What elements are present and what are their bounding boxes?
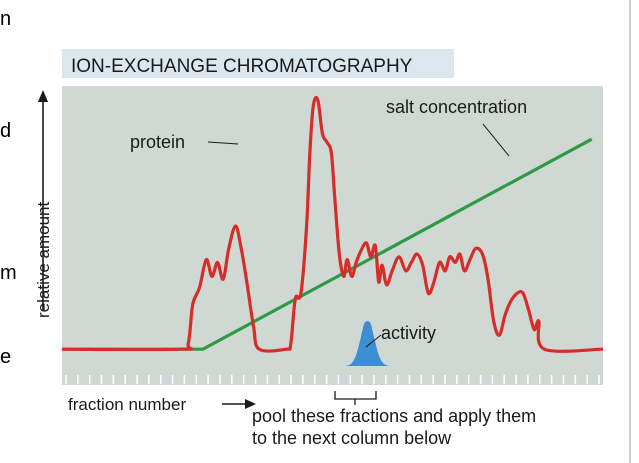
salt-label: salt concentration — [386, 97, 527, 117]
edge-fragment: m — [0, 262, 17, 284]
edge-fragment: e — [0, 346, 12, 368]
title-box — [62, 49, 454, 78]
edge-fragment: n — [0, 8, 12, 30]
edge-fragment: d — [0, 120, 12, 142]
pool-text-line-2: to the next column below — [252, 428, 452, 448]
protein-leader-line — [207, 141, 239, 145]
plot-background — [62, 86, 603, 385]
x-axis-arrow-head — [245, 399, 256, 409]
activity-peak — [346, 321, 389, 366]
y-axis-arrow-head — [38, 90, 48, 102]
pool-bracket — [334, 391, 377, 400]
protein-line — [61, 95, 604, 353]
protein-label: protein — [130, 132, 185, 152]
x-axis-label: fraction number — [68, 395, 186, 414]
fraction-ticks — [65, 375, 600, 384]
activity-label: activity — [381, 323, 436, 343]
activity-leader-line — [365, 334, 382, 348]
salt-leader-line — [482, 123, 510, 157]
chart-title: ION-EXCHANGE CHROMATOGRAPHY — [71, 56, 413, 77]
pool-text-line-1: pool these fractions and apply them — [252, 406, 536, 426]
